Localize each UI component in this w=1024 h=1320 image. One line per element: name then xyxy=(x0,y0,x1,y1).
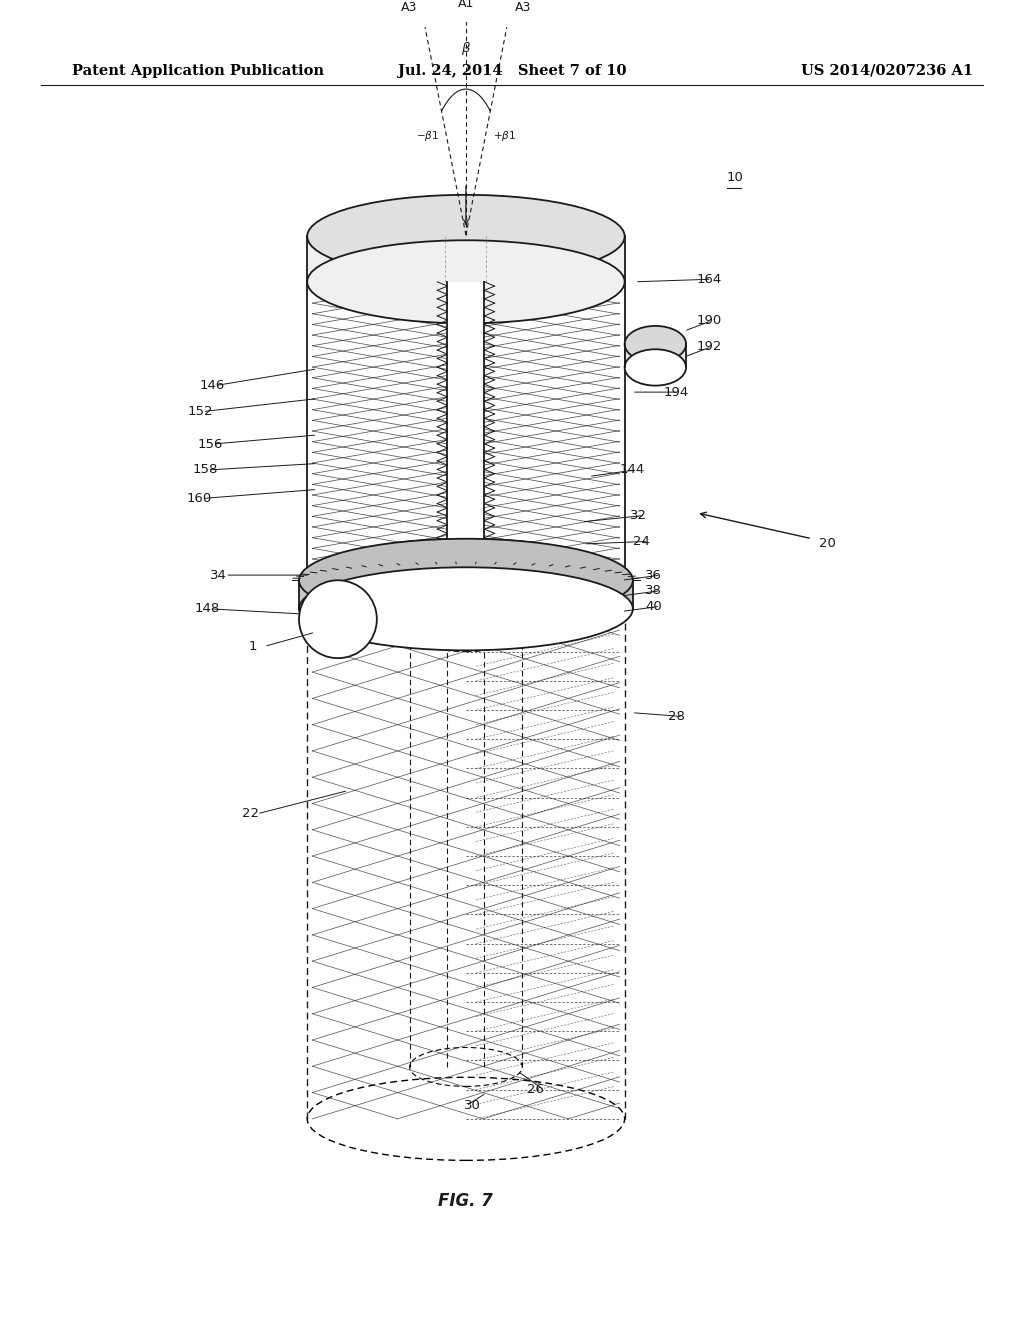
Text: Patent Application Publication: Patent Application Publication xyxy=(72,63,324,78)
Text: A3: A3 xyxy=(400,1,417,15)
Text: 26: 26 xyxy=(527,1082,544,1096)
Bar xyxy=(447,281,484,581)
Text: 144: 144 xyxy=(620,463,645,477)
Text: 34: 34 xyxy=(210,569,226,582)
Bar xyxy=(625,345,686,367)
Text: 190: 190 xyxy=(696,314,722,327)
Ellipse shape xyxy=(307,195,625,279)
Text: FIG. 7: FIG. 7 xyxy=(438,1192,494,1209)
Text: 28: 28 xyxy=(668,710,684,723)
Text: 194: 194 xyxy=(664,385,689,399)
Bar xyxy=(307,236,625,281)
Text: 32: 32 xyxy=(630,510,647,521)
Bar xyxy=(299,581,633,609)
Text: A3: A3 xyxy=(515,1,531,15)
Text: 160: 160 xyxy=(186,492,212,506)
Text: $-\beta1$: $-\beta1$ xyxy=(416,128,438,143)
Text: 20: 20 xyxy=(819,537,836,550)
Text: $+\beta1$: $+\beta1$ xyxy=(494,128,516,143)
Ellipse shape xyxy=(299,539,633,622)
Bar xyxy=(307,281,625,581)
Ellipse shape xyxy=(625,350,686,385)
Text: Jul. 24, 2014   Sheet 7 of 10: Jul. 24, 2014 Sheet 7 of 10 xyxy=(397,63,627,78)
Text: 40: 40 xyxy=(645,599,662,612)
Text: 152: 152 xyxy=(187,405,213,418)
Text: 192: 192 xyxy=(696,341,722,354)
Ellipse shape xyxy=(625,326,686,362)
Ellipse shape xyxy=(307,240,625,323)
Text: 36: 36 xyxy=(645,569,662,582)
Text: 1: 1 xyxy=(249,640,257,653)
Text: 158: 158 xyxy=(193,463,218,477)
Text: 146: 146 xyxy=(200,379,225,392)
Text: 38: 38 xyxy=(645,585,662,597)
Ellipse shape xyxy=(299,581,377,659)
Text: 30: 30 xyxy=(465,1100,481,1113)
Text: 22: 22 xyxy=(242,808,259,820)
Text: 10: 10 xyxy=(727,172,743,185)
Text: 156: 156 xyxy=(198,437,223,450)
Text: US 2014/0207236 A1: US 2014/0207236 A1 xyxy=(801,63,973,78)
Ellipse shape xyxy=(307,539,625,622)
Text: 24: 24 xyxy=(633,535,649,548)
Text: 148: 148 xyxy=(195,602,220,615)
Text: A1: A1 xyxy=(458,0,474,11)
Ellipse shape xyxy=(299,568,633,651)
Text: $\beta$: $\beta$ xyxy=(461,40,471,57)
Text: 164: 164 xyxy=(696,273,722,285)
